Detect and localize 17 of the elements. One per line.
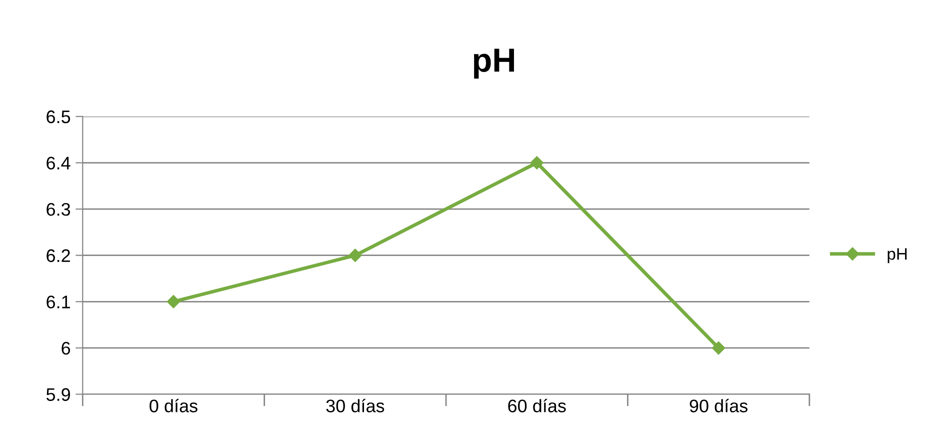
y-tick-label: 6.3 <box>46 203 70 216</box>
x-tick-label: 60 días <box>508 398 566 412</box>
point <box>348 248 362 262</box>
y-tick-label: 6.1 <box>46 296 70 308</box>
x-tick-label: 30 días <box>326 398 384 412</box>
point <box>712 341 726 355</box>
y-tick-label: 6 <box>62 342 70 355</box>
legend-label: pH <box>888 248 907 264</box>
point <box>166 295 180 308</box>
y-tick-label: 5.9 <box>46 388 70 401</box>
x-tick-label: 0 días <box>150 398 198 412</box>
point <box>530 156 544 170</box>
chart-title: pH <box>474 48 514 79</box>
y-tick-label: 6.4 <box>46 156 70 170</box>
y-tick-label: 6.2 <box>46 249 70 262</box>
x-tick-label: 90 días <box>690 398 748 412</box>
y-tick-label: 6.5 <box>46 110 70 124</box>
